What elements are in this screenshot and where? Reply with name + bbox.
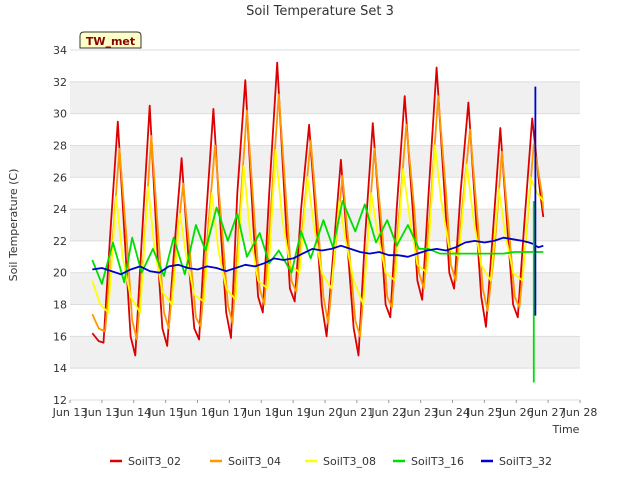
- x-tick-label: Jun 13: [84, 406, 120, 419]
- y-tick-label: 24: [53, 203, 67, 216]
- y-tick-label: 20: [53, 267, 67, 280]
- legend-label: SoilT3_08: [323, 455, 376, 468]
- y-tick-label: 34: [53, 44, 67, 57]
- x-tick-label: Jun 27: [530, 406, 566, 419]
- series-lines: [91, 61, 545, 383]
- x-tick-label: Jun 21: [339, 406, 375, 419]
- x-tick-label: Jun 25: [466, 406, 502, 419]
- x-axis-label: Time: [552, 423, 580, 436]
- station-badge: TW_met: [79, 31, 142, 49]
- plot-band: [70, 145, 580, 178]
- series-line-SoilT3_16: [91, 200, 544, 285]
- station-badge-label: TW_met: [86, 35, 135, 48]
- x-tick-label: Jun 26: [498, 406, 534, 419]
- x-tick-label: Jun 28: [562, 406, 598, 419]
- y-tick-label: 22: [53, 235, 67, 248]
- x-tick-label: Jun 14: [115, 406, 151, 419]
- x-tick-label: Jun 22: [370, 406, 406, 419]
- x-tick-label: Jun 16: [179, 406, 215, 419]
- x-tick-label: Jun 18: [243, 406, 279, 419]
- y-tick-label: 30: [53, 108, 67, 121]
- x-tick-label: Jun 17: [211, 406, 247, 419]
- series-line-SoilT3_08: [91, 144, 545, 314]
- legend-label: SoilT3_16: [411, 455, 464, 468]
- legend: SoilT3_02 SoilT3_04 SoilT3_08 SoilT3_16 Soil…: [110, 455, 552, 468]
- series-line-SoilT3_32: [92, 236, 544, 276]
- plot-band: [70, 81, 580, 114]
- y-tick-label: 26: [53, 171, 67, 184]
- y-tick-label: 32: [53, 76, 67, 89]
- y-axis-ticks: 12 14 16 18 20 22 24 26 28 30 32 34: [53, 44, 67, 407]
- y-tick-label: 16: [53, 330, 67, 343]
- legend-label: SoilT3_02: [128, 455, 181, 468]
- y-tick-label: 14: [53, 362, 67, 375]
- series-line-SoilT3_02: [91, 61, 545, 357]
- x-tick-label: Jun 19: [275, 406, 311, 419]
- x-tick-label: Jun 23: [402, 406, 438, 419]
- legend-label: SoilT3_04: [228, 455, 281, 468]
- y-axis-label: Soil Temperature (C): [7, 169, 20, 282]
- x-tick-label: Jun 13: [52, 406, 88, 419]
- y-tick-label: 28: [53, 139, 67, 152]
- y-tick-label: 18: [53, 299, 67, 312]
- plot-band: [70, 336, 580, 369]
- x-tick-label: Jun 24: [434, 406, 470, 419]
- chart-title: Soil Temperature Set 3: [246, 4, 394, 19]
- x-tick-label: Jun 15: [147, 406, 183, 419]
- y-tick-label: 12: [53, 394, 67, 407]
- legend-label: SoilT3_32: [499, 455, 552, 468]
- x-tick-label: Jun 20: [307, 406, 343, 419]
